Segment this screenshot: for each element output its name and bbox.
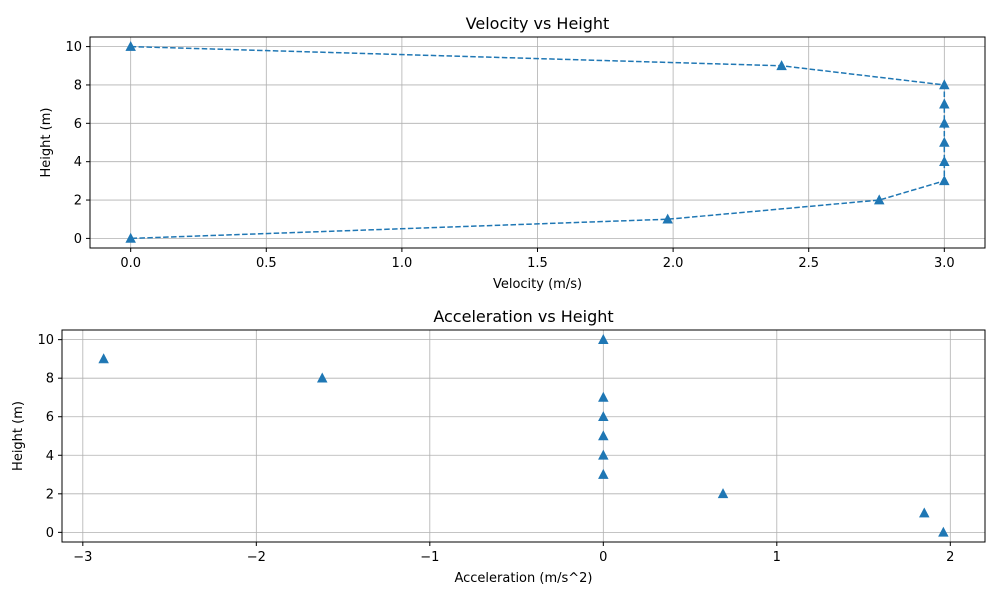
velocity-x-axis-label: Velocity (m/s) [493,277,582,292]
acceleration-x-axis-label: Acceleration (m/s^2) [454,571,592,586]
velocity-data-point [939,175,950,186]
acceleration-y-tick-label: 6 [46,410,54,425]
acceleration-y-tick-label: 2 [46,487,54,502]
acceleration-data-point [598,333,609,344]
acceleration-x-tick-label: 1 [773,550,781,565]
acceleration-data-point [316,372,328,383]
velocity-data-point [939,98,950,109]
velocity-y-tick-label: 2 [74,194,82,209]
acceleration-data-point [598,391,609,402]
velocity-marks [125,40,950,243]
velocity-x-tick-label: 1.5 [527,256,548,271]
acceleration-marks [98,333,949,537]
velocity-data-point [939,79,950,90]
acceleration-axes-frame [61,329,986,543]
velocity-x-tick-label: 1.0 [392,256,413,271]
acceleration-data-point [98,353,109,364]
acceleration-y-tick-label: 0 [46,526,54,541]
acceleration-chart-title: Acceleration vs Height [433,307,613,326]
velocity-data-point [873,194,885,205]
acceleration-grid [62,330,985,542]
velocity-y-axis-label: Height (m) [39,108,54,178]
velocity-y-tick-label: 10 [65,40,82,55]
velocity-data-point [662,213,673,224]
acceleration-data-point [598,449,609,460]
velocity-x-tick-label: 3.0 [934,256,955,271]
velocity-x-tick-label: 2.5 [798,256,819,271]
acceleration-y-tick-label: 4 [46,449,54,464]
velocity-x-tick-label: 2.0 [663,256,684,271]
acceleration-axes: −3 −2 −1 0 1 2 0 2 4 6 8 10 [37,329,986,565]
velocity-chart-title: Velocity vs Height [466,14,610,33]
acceleration-data-point [717,488,729,499]
velocity-x-tick-label: 0.5 [256,256,277,271]
acceleration-x-tick-label: −3 [73,550,92,565]
acceleration-y-tick-label: 8 [46,372,54,387]
velocity-axes: 0.0 0.5 1.0 1.5 2.0 2.5 3.0 0 2 4 6 8 10 [65,36,986,271]
acceleration-y-axis-label: Height (m) [11,401,26,471]
acceleration-data-point [598,430,609,441]
acceleration-data-point [598,411,609,422]
acceleration-x-tick-label: 0 [599,550,607,565]
velocity-data-point [939,136,950,147]
velocity-y-tick-label: 4 [74,155,82,170]
velocity-data-point [939,117,950,128]
acceleration-data-point [938,526,949,537]
acceleration-y-tick-label: 10 [37,333,54,348]
velocity-data-point [125,232,136,243]
velocity-x-tick-label: 0.0 [120,256,141,271]
velocity-data-point [939,156,950,166]
velocity-data-point [776,60,787,71]
acceleration-data-point [919,507,930,518]
acceleration-x-tick-label: −1 [420,550,439,565]
velocity-data-point [125,40,136,51]
velocity-y-tick-label: 8 [74,78,82,93]
velocity-chart: 0.0 0.5 1.0 1.5 2.0 2.5 3.0 0 2 4 6 8 10 Velocity vs… [39,14,986,292]
velocity-y-tick-label: 0 [74,232,82,247]
velocity-grid [90,37,985,248]
acceleration-x-tick-label: 2 [946,550,954,565]
velocity-y-tick-label: 6 [74,117,82,132]
acceleration-x-tick-label: −2 [247,550,266,565]
acceleration-data-point [598,468,609,479]
